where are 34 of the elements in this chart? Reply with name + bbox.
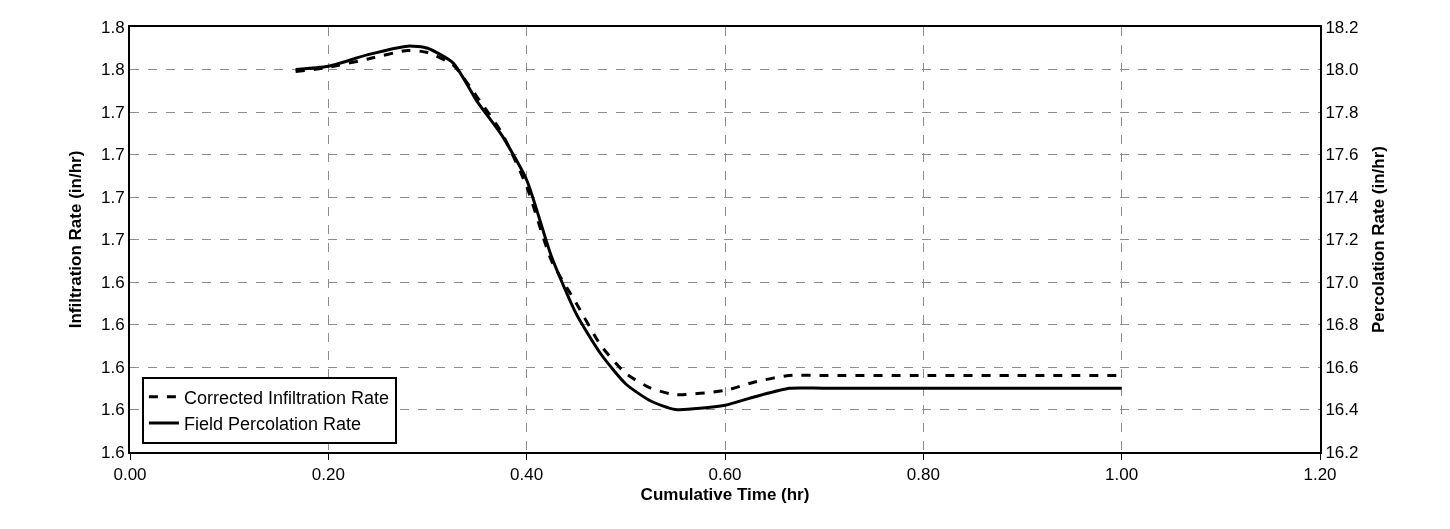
y2-tick-label: 17.6 — [1325, 145, 1359, 165]
y-tick-label: 1.7 — [100, 230, 125, 250]
x-tick-label: 1.00 — [1105, 465, 1139, 485]
x-tick-label: 0.40 — [510, 465, 544, 485]
y2-axis-title: Percolation Rate (in/hr) — [1369, 145, 1389, 334]
y-tick-label: 1.6 — [100, 272, 125, 292]
y-tick-label: 1.8 — [100, 60, 125, 80]
y2-tick-label: 16.2 — [1325, 442, 1359, 462]
y2-tick-label: 17.4 — [1325, 187, 1359, 207]
y2-tick-label: 18.0 — [1325, 60, 1359, 80]
y2-tick-label: 16.6 — [1325, 357, 1359, 377]
x-tick-label: 0.80 — [906, 465, 940, 485]
x-tick-label: 1.20 — [1303, 465, 1337, 485]
legend-label: Field Percolation Rate — [183, 414, 361, 435]
y-axis-title: Infiltration Rate (in/hr) — [66, 150, 86, 329]
y-tick-label: 1.6 — [100, 315, 125, 335]
y-tick-label: 1.7 — [100, 187, 125, 207]
y-tick-label: 1.7 — [100, 145, 125, 165]
x-axis-title: Cumulative Time (hr) — [640, 485, 810, 505]
y2-tick-label: 17.0 — [1325, 272, 1359, 292]
y2-tick-label: 17.8 — [1325, 102, 1359, 122]
y2-tick-label: 16.8 — [1325, 315, 1359, 335]
y-tick-label: 1.6 — [100, 400, 125, 420]
y-tick-label: 1.7 — [100, 102, 125, 122]
y-tick-label: 1.6 — [100, 442, 125, 462]
x-tick-label: 0.60 — [708, 465, 742, 485]
y-tick-label: 1.6 — [100, 357, 125, 377]
y2-tick-label: 17.2 — [1325, 230, 1359, 250]
legend-label: Corrected Infiltration Rate — [183, 387, 389, 408]
y-tick-label: 1.8 — [100, 17, 125, 37]
y2-tick-label: 18.2 — [1325, 17, 1359, 37]
x-tick-label: 0.00 — [113, 465, 147, 485]
y2-tick-label: 16.4 — [1325, 400, 1359, 420]
x-tick-label: 0.20 — [311, 465, 345, 485]
